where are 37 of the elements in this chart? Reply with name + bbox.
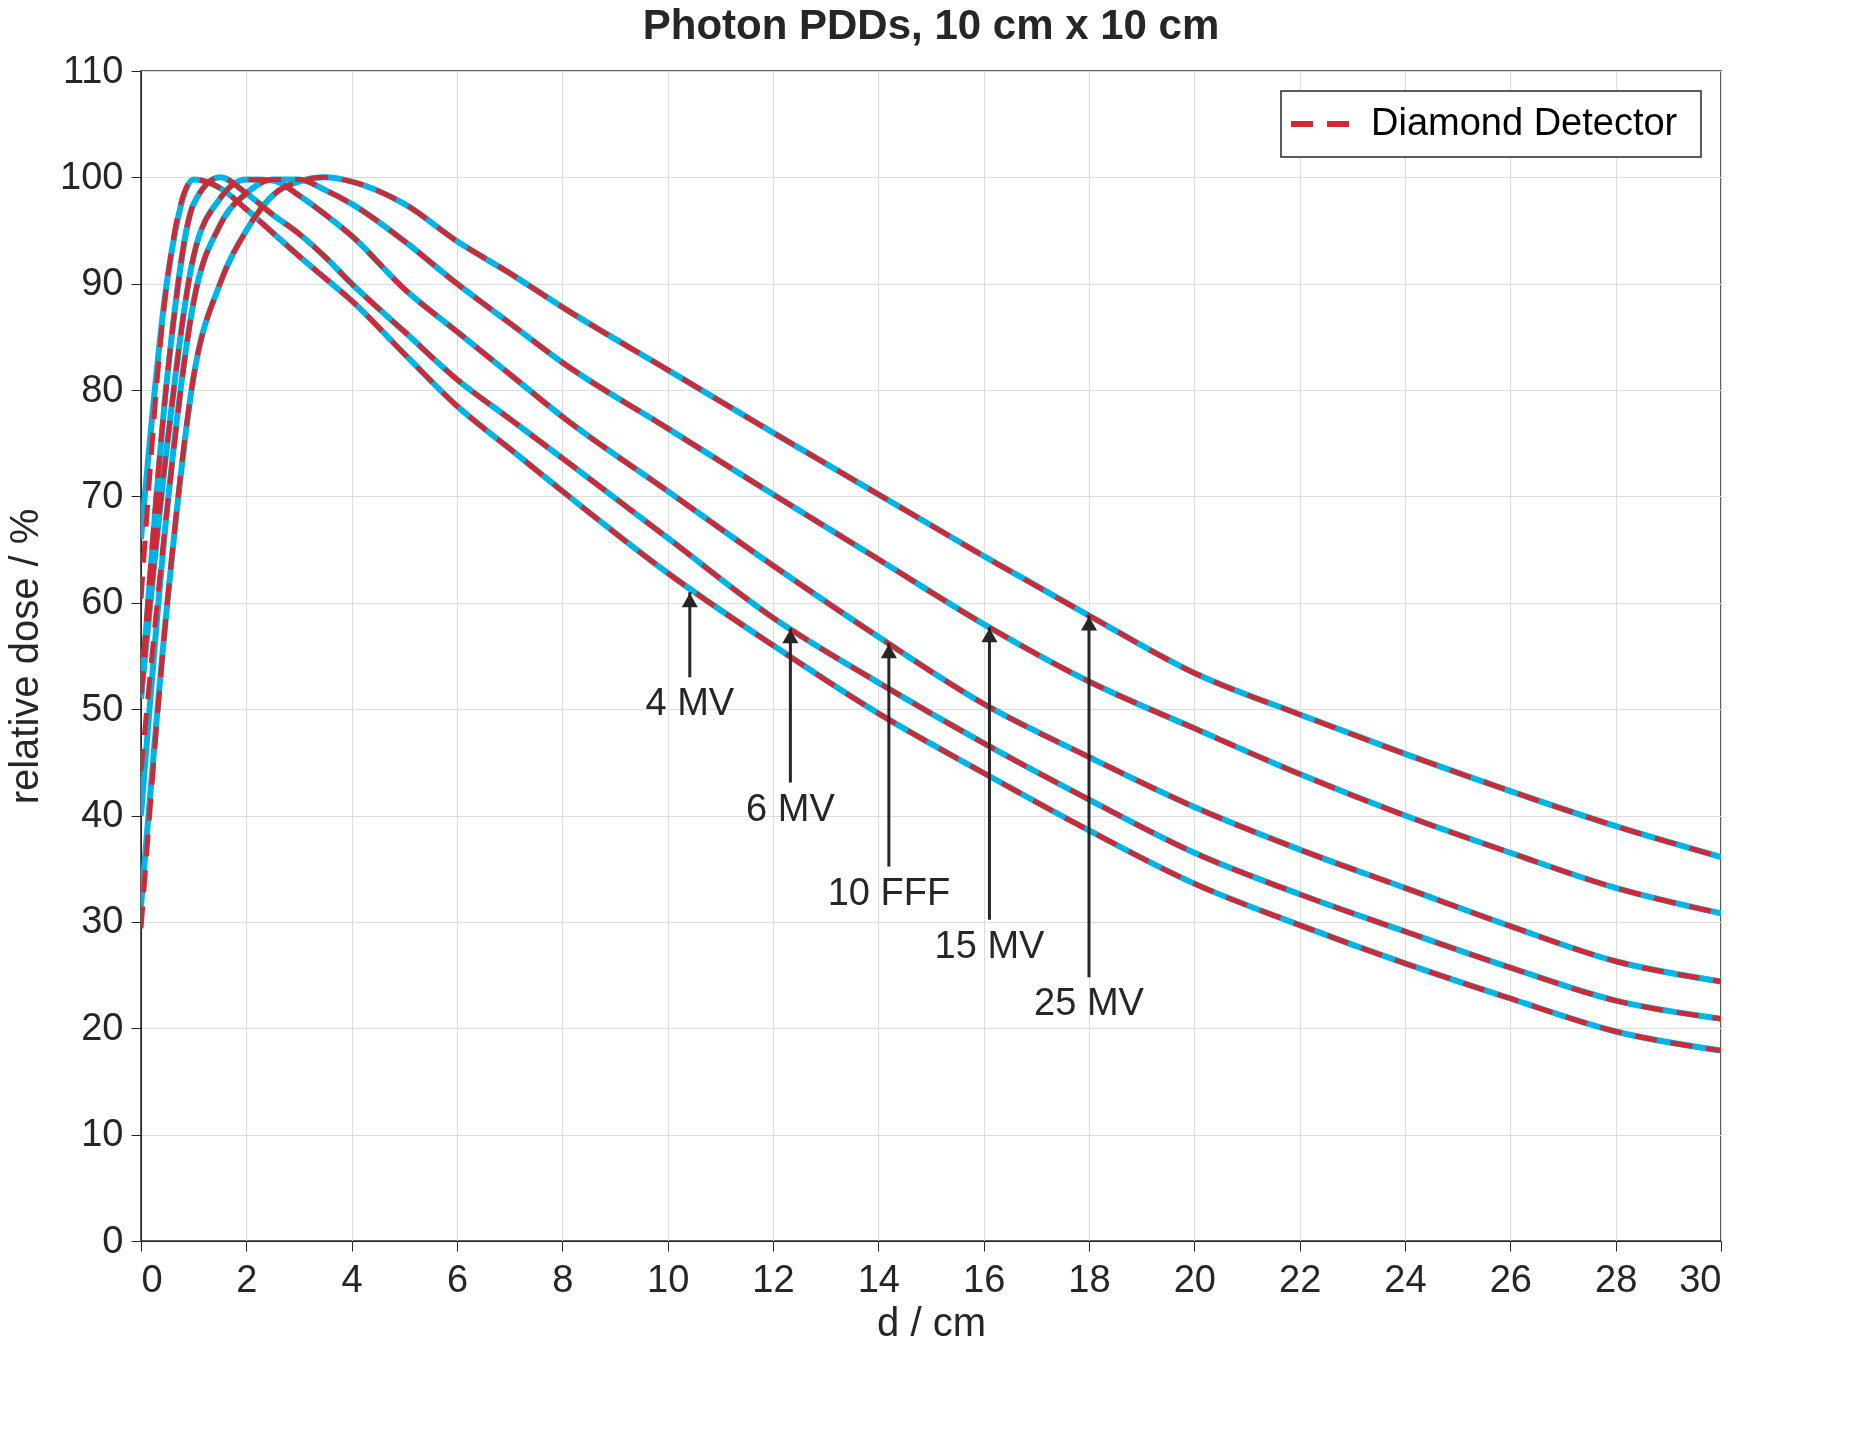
y-tick-label: 100	[60, 154, 124, 197]
legend-label: Diamond Detector	[1371, 101, 1678, 143]
y-tick-label: 80	[81, 367, 124, 410]
y-tick-label: 70	[81, 473, 124, 516]
x-tick-label: 14	[857, 1257, 900, 1300]
x-tick-label: 18	[1068, 1257, 1111, 1300]
y-tick-label: 40	[81, 793, 124, 836]
y-tick-label: 90	[81, 261, 124, 304]
annotation: 4 MV	[645, 681, 735, 724]
chart-title: Photon PDDs, 10 cm x 10 cm	[642, 1, 1220, 48]
x-tick-label: 26	[1489, 1257, 1532, 1300]
annotation: 25 MV	[1034, 981, 1145, 1024]
y-tick-label: 50	[81, 686, 124, 729]
y-tick-label: 110	[62, 48, 124, 91]
x-tick-label: 30	[1679, 1257, 1722, 1300]
x-tick-label: 6	[446, 1257, 469, 1300]
x-tick-label: 12	[752, 1257, 795, 1300]
x-tick-label: 0	[141, 1257, 163, 1300]
x-tick-label: 10	[647, 1257, 690, 1300]
x-tick-label: 22	[1279, 1257, 1322, 1300]
x-tick-label: 8	[552, 1257, 574, 1300]
y-tick-label: 20	[81, 1005, 124, 1048]
x-tick-label: 28	[1595, 1257, 1638, 1300]
x-axis-title: d / cm	[877, 1299, 986, 1344]
x-tick-label: 4	[341, 1257, 363, 1300]
y-axis-title: relative dose / %	[2, 508, 47, 805]
x-tick-label: 2	[236, 1257, 258, 1300]
annotation: 15 MV	[934, 923, 1046, 966]
annotation: 6 MV	[746, 786, 836, 829]
x-tick-label: 16	[963, 1257, 1006, 1300]
annotation: 10 FFF	[827, 870, 951, 913]
y-tick-label: 60	[81, 580, 124, 623]
x-tick-label: 20	[1173, 1257, 1216, 1300]
y-tick-label: 0	[102, 1218, 124, 1261]
x-tick-label: 24	[1384, 1257, 1427, 1300]
y-tick-label: 10	[81, 1112, 124, 1155]
y-tick-label: 30	[81, 899, 124, 942]
